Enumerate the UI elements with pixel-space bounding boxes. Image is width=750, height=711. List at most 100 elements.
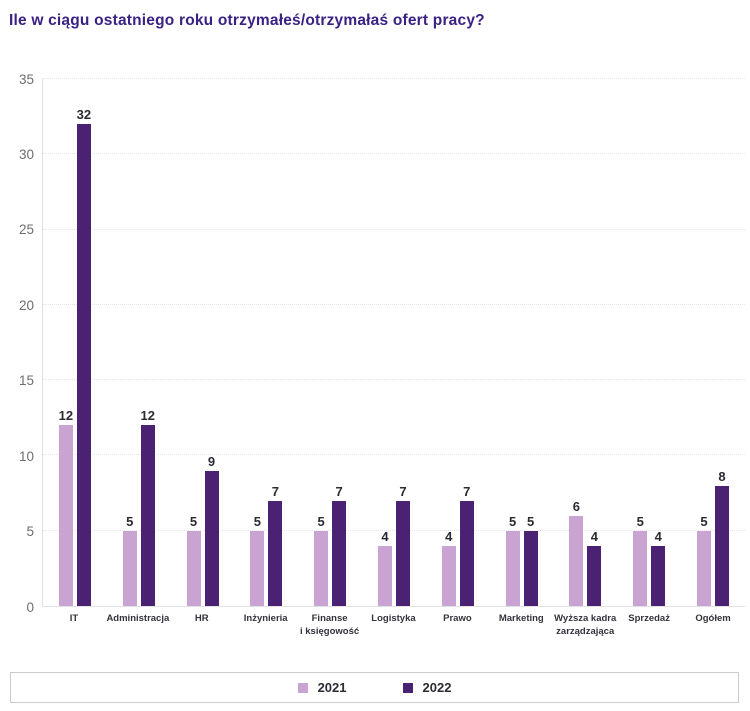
y-tick-label: 20: [18, 297, 34, 313]
legend-label: 2021: [317, 680, 347, 695]
legend-swatch: [402, 682, 413, 693]
bar-2022: [76, 124, 91, 606]
x-axis-label: Sprzedaż: [628, 613, 670, 624]
bar-2021: [377, 545, 392, 606]
x-axis-label: IT: [69, 613, 79, 624]
x-axis-label: Finanse i księgowość: [300, 613, 360, 637]
bar-column: 9: [204, 79, 219, 606]
bar-2022: [523, 530, 538, 606]
bar-value-label: 7: [399, 483, 407, 499]
bar-2022: [140, 425, 155, 606]
bar-value-label: 7: [271, 483, 279, 499]
bar-column: 8: [715, 79, 730, 606]
bar-value-label: 4: [654, 528, 662, 544]
legend: 2021 2022: [10, 672, 739, 703]
gridline: [43, 303, 745, 305]
bar-column: 5: [186, 79, 201, 606]
x-axis-labels: IT Administracja HR Inżynieria Finanse i ksi…: [42, 613, 745, 639]
bar-2022: [268, 500, 283, 606]
bar-2022: [395, 500, 410, 606]
y-tick-label: 30: [18, 146, 34, 162]
bar-2021: [697, 530, 712, 606]
bar-groups: 12 32 5 12 5 9 5 7 5 7 4 7 4 7 5 5 6 4 5 4 5 8: [43, 79, 745, 606]
bar-column: 4: [377, 79, 392, 606]
bar-column: 4: [441, 79, 456, 606]
bar-2021: [569, 515, 584, 606]
x-axis-label: Inżynieria: [243, 613, 288, 624]
bar-value-label: 5: [526, 513, 535, 529]
bar-2022: [459, 500, 474, 606]
bar-2021: [633, 530, 648, 606]
bar-column: 4: [651, 79, 666, 606]
bar-value-label: 6: [572, 498, 581, 514]
bar-value-label: 5: [253, 513, 261, 529]
bar-value-label: 12: [58, 408, 74, 424]
x-axis-label: Logistyka: [371, 613, 416, 624]
bar-value-label: 4: [590, 528, 599, 544]
x-axis-label: Prawo: [443, 613, 472, 624]
bar-column: 7: [268, 79, 283, 606]
y-axis-ticks: 0 5 10 15 20 25 30 35: [0, 72, 34, 613]
bar-value-label: 9: [207, 453, 216, 469]
bar-column: 4: [587, 79, 602, 606]
x-axis-label: HR: [194, 613, 209, 624]
legend-item-2021: 2021: [297, 680, 347, 695]
plot-area: 12 32 5 12 5 9 5 7 5 7 4 7 4 7 5 5 6 4 5 4 5 8: [42, 78, 745, 607]
chart-title: Ile w ciągu ostatniego roku otrzymałeś/o…: [9, 12, 485, 29]
bar-value-label: 5: [508, 513, 517, 529]
bar-2022: [204, 470, 219, 606]
gridline: [43, 228, 745, 230]
bar-value-label: 5: [700, 513, 708, 529]
gridline: [43, 153, 745, 155]
y-tick-label: 25: [18, 222, 34, 238]
bar-2022: [587, 545, 602, 606]
legend-swatch: [297, 682, 308, 693]
bar-column: 5: [697, 79, 712, 606]
x-axis-label: Wyższa kadra zarządzająca: [554, 613, 617, 637]
bar-column: 32: [77, 79, 91, 606]
y-tick-label: 15: [18, 372, 34, 388]
gridline: [43, 379, 745, 381]
x-axis-label: Administracja: [106, 613, 170, 624]
y-tick-label: 10: [18, 448, 34, 464]
gridline: [43, 78, 745, 79]
bar-value-label: 5: [126, 513, 134, 529]
bar-2021: [250, 530, 265, 606]
bar-column: 6: [569, 79, 584, 606]
bar-value-label: 12: [140, 408, 155, 424]
bar-2022: [715, 485, 730, 606]
bar-column: 7: [332, 79, 347, 606]
x-axis-label: Ogółem: [695, 613, 731, 624]
bar-value-label: 32: [76, 107, 92, 123]
bar-value-label: 4: [445, 528, 453, 544]
bar-2021: [58, 425, 73, 606]
bar-2021: [186, 530, 201, 606]
bar-2021: [441, 545, 456, 606]
bar-column: 5: [122, 79, 137, 606]
x-axis-label: Marketing: [498, 613, 544, 624]
bar-2021: [505, 530, 520, 606]
y-tick-label: 0: [26, 599, 34, 615]
bar-value-label: 5: [636, 513, 644, 529]
bar-group: 12 32: [43, 79, 107, 606]
legend-label: 2022: [422, 680, 452, 695]
bar-2021: [122, 530, 137, 606]
bar-column: 5: [314, 79, 329, 606]
bar-group: 5 12: [107, 79, 171, 606]
bar-2022: [332, 500, 347, 606]
bar-value-label: 7: [463, 483, 471, 499]
bar-chart: 0 5 10 15 20 25 30 35 12 32 5 12 5 9 5 7 5 7 4 7 4 7 5 5 6 4 5 4 5 8: [0, 72, 745, 613]
y-tick-label: 35: [18, 71, 34, 87]
bar-column: 5: [505, 79, 520, 606]
gridline: [43, 529, 745, 531]
bar-value-label: 4: [381, 528, 389, 544]
gridlines: [43, 78, 745, 606]
